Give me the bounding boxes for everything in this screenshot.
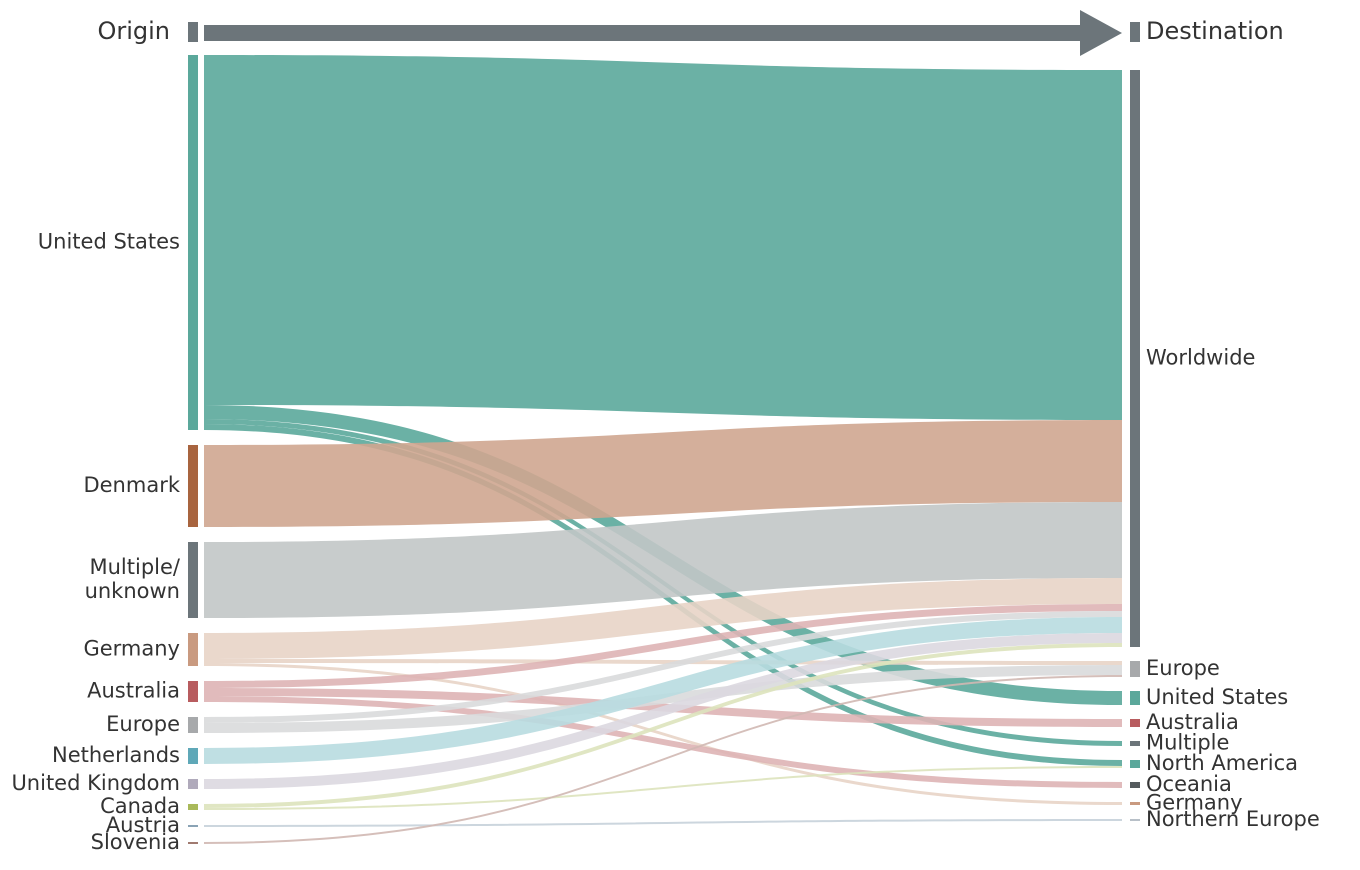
flow xyxy=(204,696,1122,788)
destination-node-label: Multiple xyxy=(1146,731,1229,755)
destination-node-label: Australia xyxy=(1146,710,1239,734)
origin-node-label: Canada xyxy=(100,794,180,818)
destination-node xyxy=(1130,782,1140,788)
destination-node xyxy=(1130,819,1140,821)
destination-node-label: Europe xyxy=(1146,656,1220,680)
header: Origin Destination xyxy=(97,10,1284,56)
destination-node-label: North America xyxy=(1146,751,1298,775)
flow xyxy=(204,578,1122,659)
destination-node xyxy=(1130,802,1140,805)
destination-node xyxy=(1130,760,1140,768)
destination-node xyxy=(1130,691,1140,705)
destination-node-label: Northern Europe xyxy=(1146,807,1320,831)
flow xyxy=(204,617,1122,764)
origin-node-label: Austria xyxy=(106,813,180,837)
origin-node-label: Germany xyxy=(83,637,180,661)
destination-label: Destination xyxy=(1146,17,1284,45)
origin-node xyxy=(188,633,198,666)
origin-node xyxy=(188,445,198,527)
origin-node xyxy=(188,748,198,764)
origin-label: Origin xyxy=(97,17,170,45)
origin-node xyxy=(188,842,198,844)
header-marker xyxy=(188,22,198,42)
origin-node xyxy=(188,717,198,733)
destination-node-label: Germany xyxy=(1146,791,1243,815)
origin-node-label: Slovenia xyxy=(91,830,180,854)
flow xyxy=(204,633,1122,789)
flow xyxy=(204,675,1122,844)
flows xyxy=(204,55,1122,844)
origin-node-label: Australia xyxy=(87,679,180,703)
origin-node xyxy=(188,804,198,810)
flow xyxy=(204,663,1122,805)
flow xyxy=(204,819,1122,827)
origin-node-label: United Kingdom xyxy=(11,771,180,795)
origin-node xyxy=(188,542,198,618)
destination-node-label: Oceania xyxy=(1146,772,1232,796)
flow xyxy=(204,502,1122,618)
origin-node-label: Denmark xyxy=(83,473,180,497)
flow xyxy=(204,611,1122,723)
origin-node-label: Multiple/unknown xyxy=(85,555,181,603)
header-arrow-head xyxy=(1080,10,1122,56)
origin-node-label: Europe xyxy=(106,712,180,736)
origin-node xyxy=(188,681,198,702)
header-arrow xyxy=(204,25,1082,41)
flow xyxy=(204,665,1122,733)
origin-node xyxy=(188,825,198,827)
flow xyxy=(204,55,1122,420)
destination-node xyxy=(1130,661,1140,677)
origin-node xyxy=(188,55,198,430)
destination-node xyxy=(1130,719,1140,727)
destination-node-label: Worldwide xyxy=(1146,346,1255,370)
origin-node-label: United States xyxy=(38,230,180,254)
flow xyxy=(204,766,1122,810)
origin-node-label: Netherlands xyxy=(52,743,180,767)
destination-node-label: United States xyxy=(1146,685,1288,709)
destination-node xyxy=(1130,741,1140,746)
origin-node xyxy=(188,779,198,789)
destination-node xyxy=(1130,70,1140,647)
flow xyxy=(204,420,1122,527)
flow xyxy=(204,604,1122,688)
header-marker xyxy=(1130,22,1140,42)
flow xyxy=(204,643,1122,808)
